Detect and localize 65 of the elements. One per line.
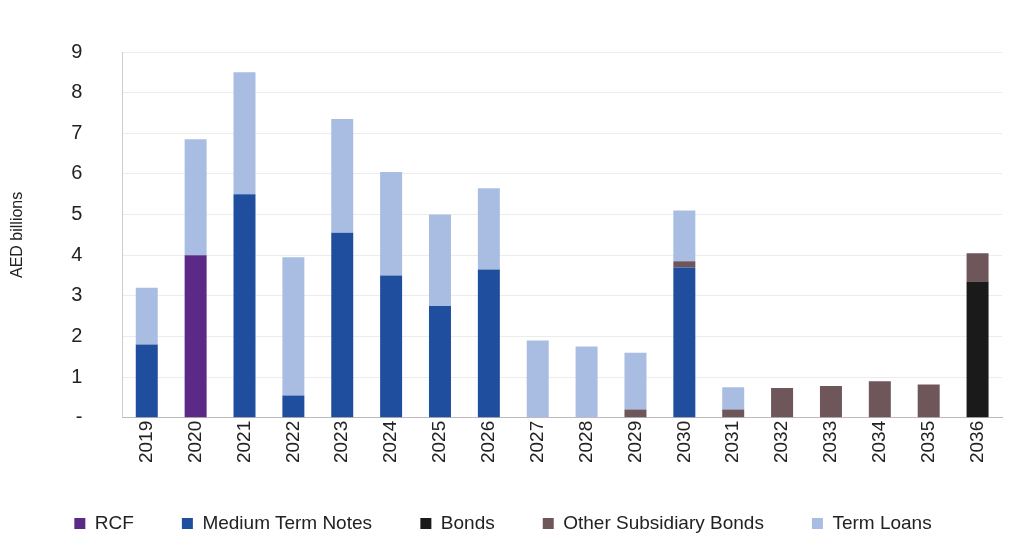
y-tick-label: 2 xyxy=(71,323,83,346)
y-tick-label: 7 xyxy=(71,120,83,143)
x-tick-label: 2026 xyxy=(477,420,499,464)
bar xyxy=(966,253,989,282)
x-tick-label: 2036 xyxy=(965,420,987,464)
y-tick-label: 6 xyxy=(71,161,83,184)
y-tick-label: 1 xyxy=(71,364,83,387)
x-tick-label: 2022 xyxy=(281,420,303,464)
legend-label: Bonds xyxy=(440,511,495,533)
legend-label: RCF xyxy=(94,511,134,533)
bar xyxy=(868,381,891,418)
bar xyxy=(380,275,403,418)
bar xyxy=(966,281,989,418)
bar xyxy=(233,194,256,418)
legend-label: Medium Term Notes xyxy=(202,511,373,533)
x-tick-label: 2021 xyxy=(232,420,254,464)
bar xyxy=(575,346,598,418)
x-tick-label: 2023 xyxy=(330,420,352,464)
bar xyxy=(477,269,500,418)
y-tick-label: - xyxy=(75,405,83,428)
bar xyxy=(184,255,207,418)
bar xyxy=(526,340,549,418)
x-tick-label: 2032 xyxy=(770,420,792,464)
legend-label: Term Loans xyxy=(832,511,932,533)
x-tick-label: 2033 xyxy=(819,420,841,464)
bar xyxy=(380,171,403,276)
bar xyxy=(282,395,305,418)
bar xyxy=(428,305,451,418)
x-tick-label: 2034 xyxy=(868,420,890,464)
x-tick-label: 2025 xyxy=(428,420,450,464)
y-axis-title: AED billions xyxy=(8,191,26,278)
bar xyxy=(331,232,354,418)
x-tick-label: 2028 xyxy=(574,420,596,464)
bar xyxy=(624,352,647,410)
legend-label: Other Subsidiary Bonds xyxy=(563,511,764,533)
bar xyxy=(184,139,207,256)
bar xyxy=(233,72,256,195)
bar xyxy=(282,257,305,396)
x-tick-label: 2019 xyxy=(134,420,156,464)
x-tick-label: 2029 xyxy=(623,420,645,464)
bar xyxy=(135,287,158,345)
bar xyxy=(722,387,745,410)
bar xyxy=(819,386,842,418)
x-tick-label: 2030 xyxy=(672,420,694,464)
x-tick-label: 2020 xyxy=(183,420,205,464)
x-tick-label: 2027 xyxy=(525,420,547,464)
bar xyxy=(722,409,745,418)
bar xyxy=(331,119,354,233)
y-tick-label: 9 xyxy=(71,39,83,62)
bar xyxy=(477,188,500,270)
x-tick-label: 2035 xyxy=(916,420,938,464)
bar xyxy=(673,210,696,262)
y-tick-label: 8 xyxy=(71,80,83,103)
bar xyxy=(428,214,451,306)
x-tick-label: 2024 xyxy=(379,420,401,464)
bar xyxy=(917,384,940,418)
bar xyxy=(673,261,696,268)
bar xyxy=(135,344,158,418)
bar xyxy=(624,409,647,418)
bar xyxy=(673,267,696,418)
x-tick-label: 2031 xyxy=(721,420,743,464)
y-tick-label: 3 xyxy=(71,283,83,306)
y-tick-label: 4 xyxy=(71,242,83,265)
y-tick-label: 5 xyxy=(71,202,83,225)
bar xyxy=(771,388,794,418)
